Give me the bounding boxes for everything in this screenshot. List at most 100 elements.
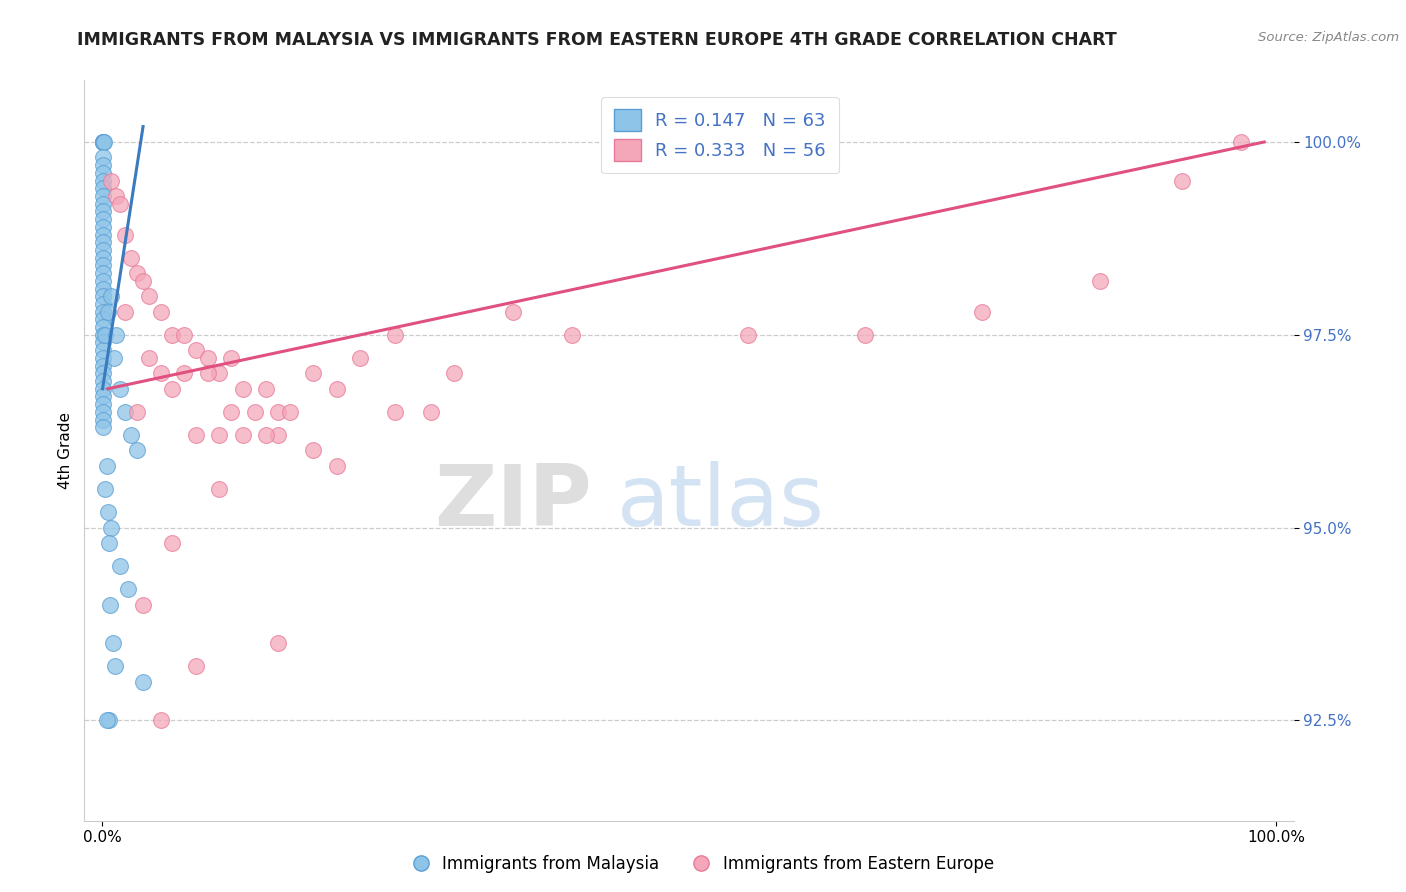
Point bbox=[184, 428, 207, 442]
Point bbox=[219, 405, 242, 419]
Point bbox=[254, 382, 277, 396]
Point bbox=[384, 327, 406, 342]
Point bbox=[98, 536, 121, 550]
Point bbox=[162, 536, 184, 550]
Point bbox=[91, 367, 114, 381]
Point bbox=[208, 482, 231, 496]
Point bbox=[91, 158, 114, 172]
Point bbox=[91, 343, 114, 358]
Point bbox=[105, 327, 128, 342]
Point bbox=[184, 659, 207, 673]
Point bbox=[91, 304, 114, 318]
Point bbox=[93, 420, 115, 434]
Point bbox=[91, 135, 114, 149]
Point bbox=[208, 428, 231, 442]
Point bbox=[302, 443, 325, 458]
Point bbox=[97, 505, 120, 519]
Point bbox=[98, 598, 121, 612]
Point bbox=[91, 189, 114, 203]
Point bbox=[184, 343, 207, 358]
Point bbox=[853, 327, 876, 342]
Point bbox=[91, 181, 114, 195]
Point bbox=[267, 636, 290, 650]
Point bbox=[94, 327, 117, 342]
Legend: R = 0.147   N = 63, R = 0.333   N = 56: R = 0.147 N = 63, R = 0.333 N = 56 bbox=[602, 96, 838, 173]
Point bbox=[132, 274, 155, 288]
Point bbox=[94, 482, 117, 496]
Point bbox=[349, 351, 371, 365]
Point bbox=[127, 266, 149, 280]
Point bbox=[91, 135, 114, 149]
Point bbox=[162, 327, 184, 342]
Point bbox=[384, 405, 406, 419]
Point bbox=[91, 297, 114, 311]
Text: IMMIGRANTS FROM MALAYSIA VS IMMIGRANTS FROM EASTERN EUROPE 4TH GRADE CORRELATION: IMMIGRANTS FROM MALAYSIA VS IMMIGRANTS F… bbox=[77, 31, 1118, 49]
Point bbox=[91, 196, 114, 211]
Point bbox=[91, 389, 114, 403]
Point bbox=[132, 598, 155, 612]
Point bbox=[105, 189, 128, 203]
Point bbox=[101, 636, 124, 650]
Point bbox=[419, 405, 441, 419]
Point bbox=[91, 173, 114, 187]
Point bbox=[91, 266, 114, 280]
Text: atlas: atlas bbox=[616, 461, 824, 544]
Point bbox=[243, 405, 266, 419]
Point bbox=[91, 219, 114, 234]
Point bbox=[162, 382, 184, 396]
Point bbox=[96, 714, 118, 728]
Point bbox=[91, 166, 114, 180]
Point bbox=[93, 135, 115, 149]
Point bbox=[93, 235, 115, 250]
Point bbox=[114, 304, 136, 318]
Point bbox=[443, 367, 465, 381]
Point bbox=[91, 412, 114, 426]
Point bbox=[100, 173, 122, 187]
Point bbox=[267, 428, 290, 442]
Point bbox=[232, 428, 254, 442]
Point bbox=[254, 428, 277, 442]
Point bbox=[561, 327, 583, 342]
Point bbox=[91, 405, 114, 419]
Point bbox=[91, 150, 114, 164]
Point bbox=[100, 520, 122, 534]
Point bbox=[138, 351, 160, 365]
Point bbox=[104, 659, 127, 673]
Point bbox=[114, 227, 136, 242]
Point bbox=[326, 458, 349, 473]
Point bbox=[173, 367, 195, 381]
Point bbox=[108, 382, 131, 396]
Point bbox=[91, 204, 114, 219]
Point bbox=[91, 382, 114, 396]
Y-axis label: 4th Grade: 4th Grade bbox=[58, 412, 73, 489]
Point bbox=[972, 304, 994, 318]
Point bbox=[127, 405, 149, 419]
Point bbox=[197, 351, 219, 365]
Point bbox=[1088, 274, 1111, 288]
Point bbox=[232, 382, 254, 396]
Point bbox=[91, 258, 114, 272]
Text: ZIP: ZIP bbox=[434, 461, 592, 544]
Point bbox=[114, 405, 136, 419]
Point bbox=[132, 674, 155, 689]
Point bbox=[93, 135, 115, 149]
Point bbox=[108, 196, 131, 211]
Legend: Immigrants from Malaysia, Immigrants from Eastern Europe: Immigrants from Malaysia, Immigrants fro… bbox=[405, 848, 1001, 880]
Point bbox=[267, 405, 290, 419]
Text: Source: ZipAtlas.com: Source: ZipAtlas.com bbox=[1258, 31, 1399, 45]
Point bbox=[91, 312, 114, 326]
Point bbox=[149, 304, 172, 318]
Point bbox=[278, 405, 301, 419]
Point bbox=[502, 304, 524, 318]
Point bbox=[1171, 173, 1194, 187]
Point bbox=[96, 458, 118, 473]
Point bbox=[149, 714, 172, 728]
Point bbox=[117, 582, 139, 597]
Point bbox=[103, 351, 125, 365]
Point bbox=[91, 135, 114, 149]
Point bbox=[108, 559, 131, 574]
Point bbox=[91, 359, 114, 373]
Point bbox=[91, 397, 114, 411]
Point bbox=[149, 367, 172, 381]
Point bbox=[91, 289, 114, 303]
